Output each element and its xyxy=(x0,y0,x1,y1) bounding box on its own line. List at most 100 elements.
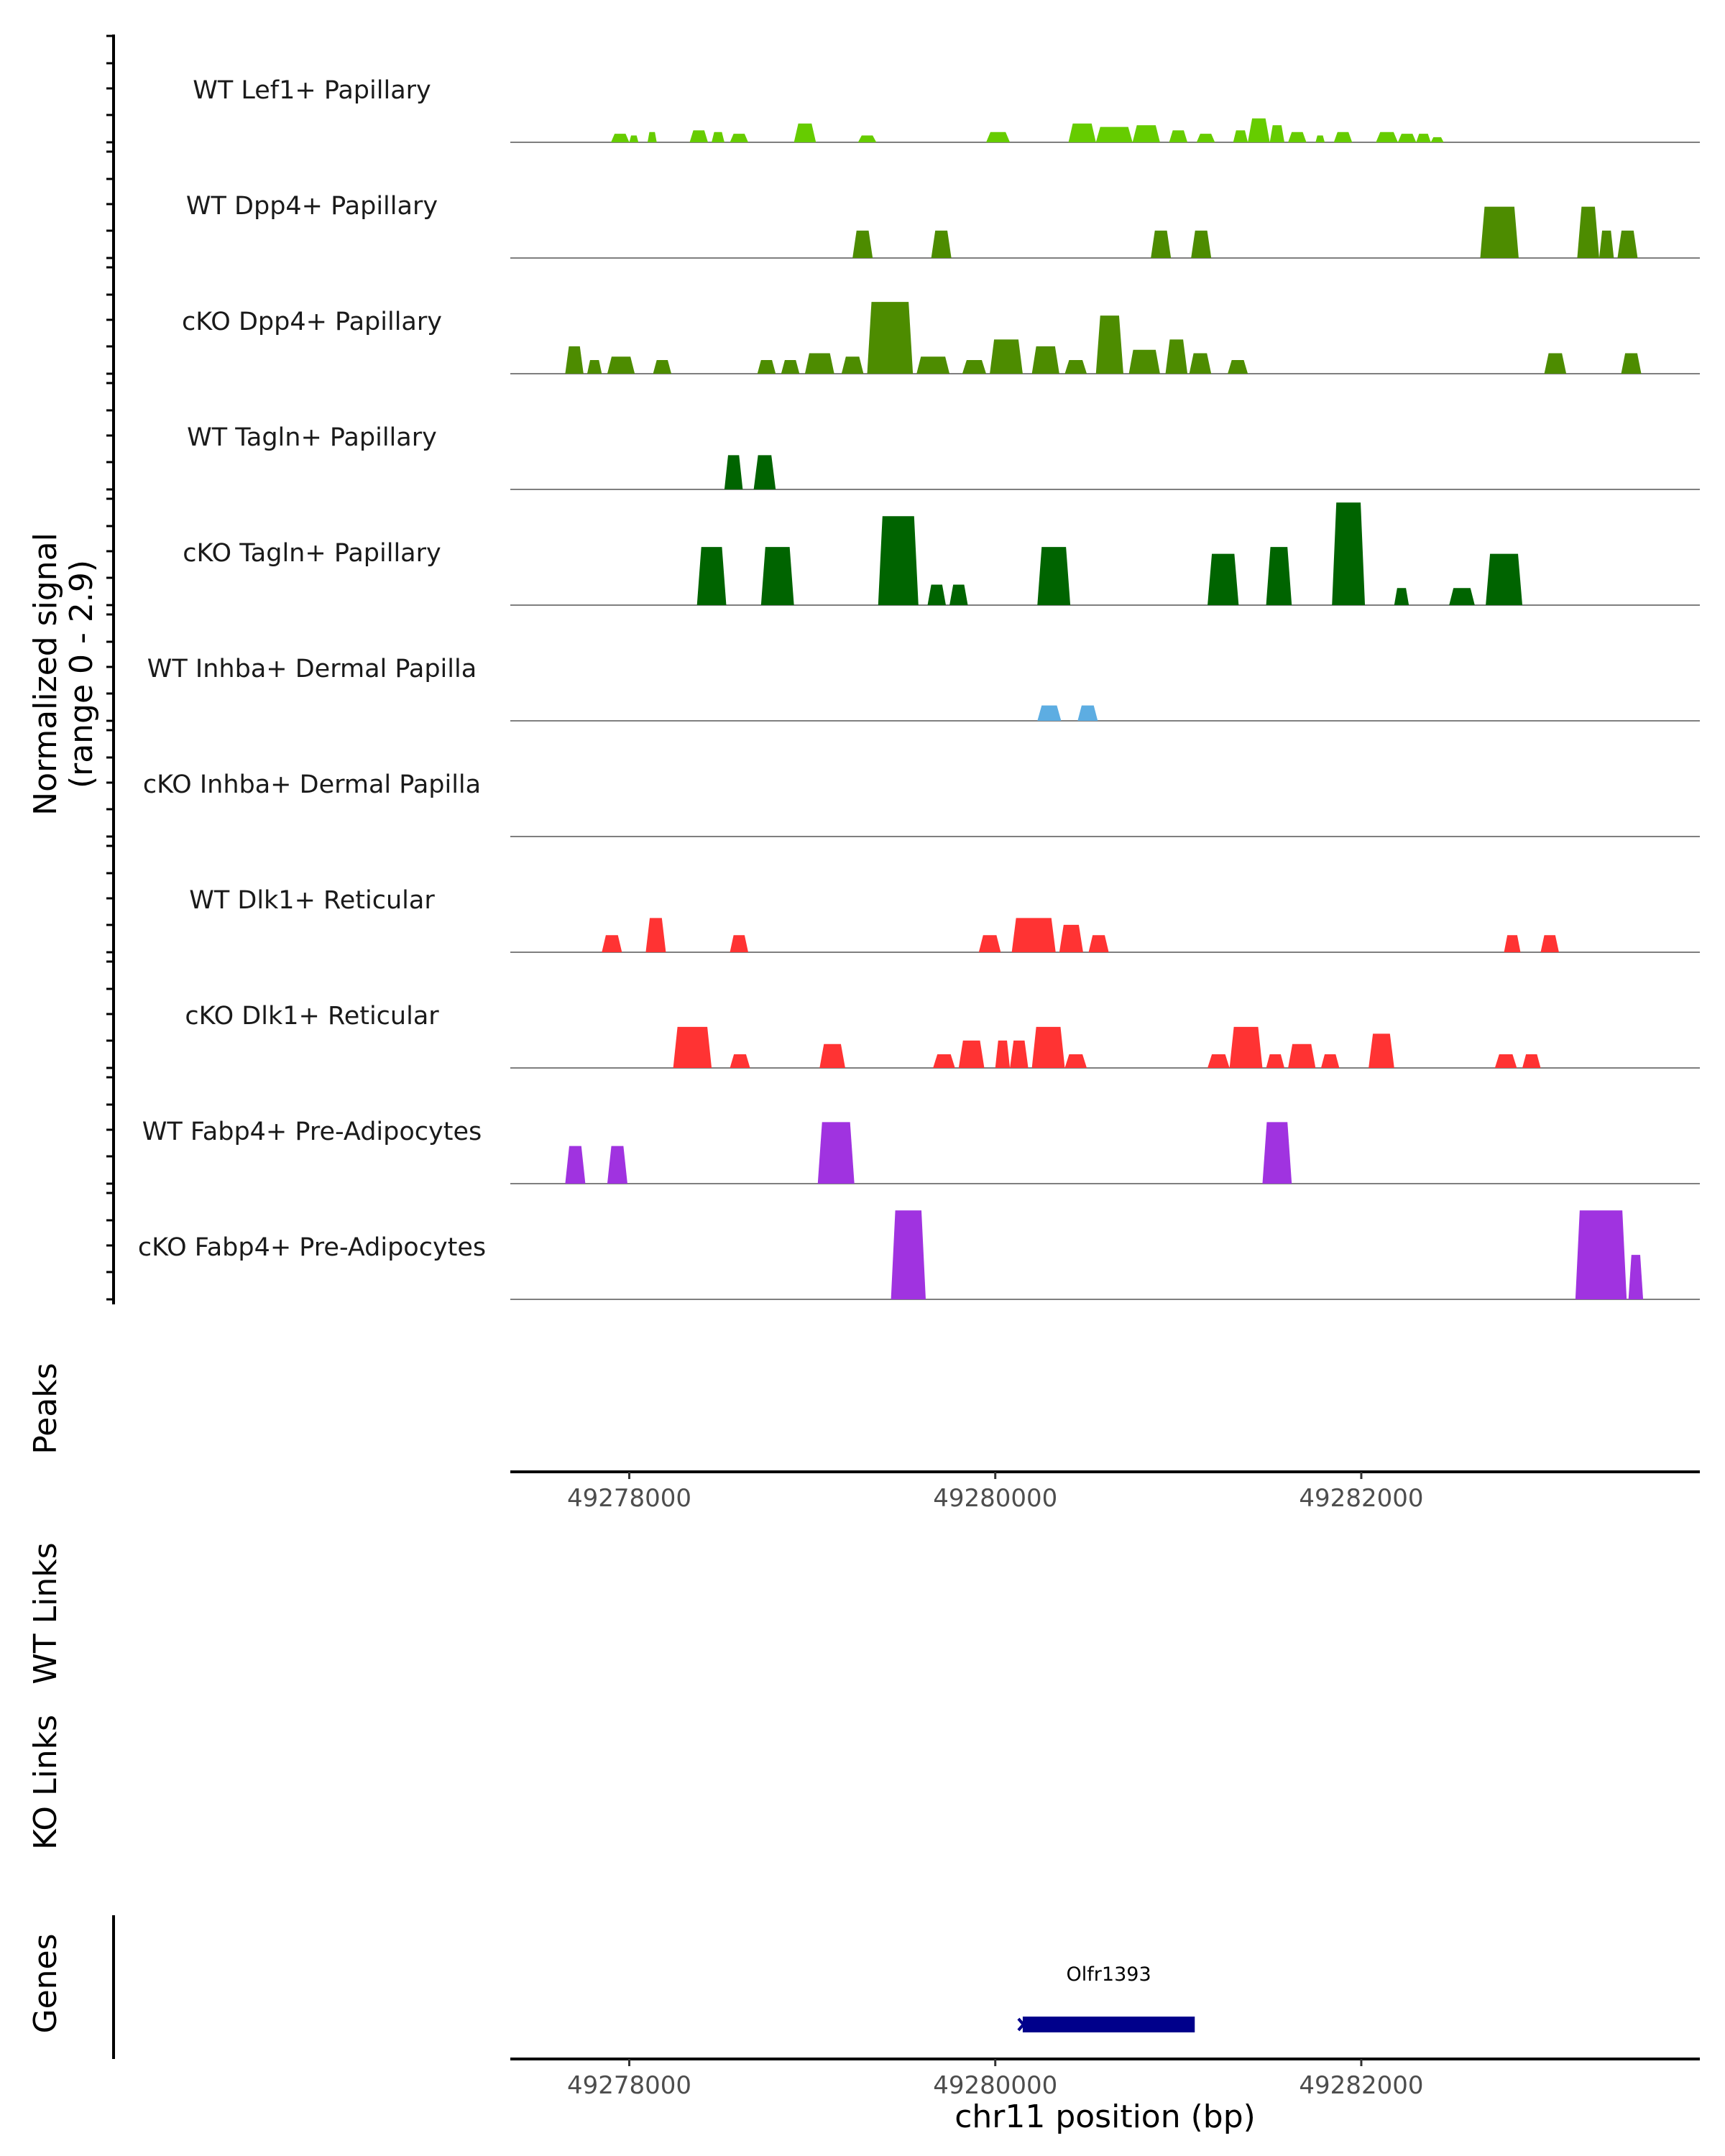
signal-peak xyxy=(1628,1255,1644,1299)
signal-peak xyxy=(891,1210,926,1299)
signal-peak xyxy=(1376,132,1398,142)
signal-peak xyxy=(986,132,1011,142)
signal-peak xyxy=(1233,130,1248,142)
signal-peak xyxy=(607,356,635,374)
signal-peak xyxy=(1480,206,1519,258)
track-label: cKO Inhba+ Dermal Papilla xyxy=(143,770,481,799)
signal-peak xyxy=(1228,359,1248,374)
signal-peak xyxy=(1368,1033,1394,1068)
signal-peak xyxy=(1430,137,1444,142)
signal-peak xyxy=(1031,346,1059,374)
signal-peak xyxy=(931,230,952,258)
signal-peak xyxy=(753,455,776,489)
y-axis-title: Normalized signal xyxy=(27,533,64,816)
panel-label: WT Links xyxy=(27,1542,64,1684)
signal-peak xyxy=(794,123,816,142)
coverage-tracks: WT Lef1+ Papillary WT Dpp4+ Papillary cKO … xyxy=(138,76,1700,1300)
signal-peak xyxy=(1088,935,1109,952)
x-axis-title: chr11 position (bp) xyxy=(954,2099,1256,2135)
signal-peak xyxy=(1494,1054,1517,1068)
signal-peak xyxy=(565,1146,586,1184)
track-1: WT Lef1+ Papillary xyxy=(193,76,1700,143)
signal-peak xyxy=(1394,588,1409,605)
signal-peak xyxy=(1196,134,1215,142)
signal-peak xyxy=(1169,130,1188,142)
signal-peak xyxy=(760,547,794,605)
signal-peak xyxy=(1575,1210,1627,1299)
gene-label: Olfr1393 xyxy=(1067,1963,1151,1986)
signal-peak xyxy=(1288,1044,1316,1068)
signal-peak xyxy=(1132,125,1160,142)
signal-peak xyxy=(757,359,776,374)
track-7: cKO Inhba+ Dermal Papilla xyxy=(143,770,1700,837)
peaks-x-tick-label: 49282000 xyxy=(1299,1484,1423,1513)
signal-peak xyxy=(607,1146,627,1184)
signal-peak xyxy=(878,516,919,605)
signal-peak xyxy=(1068,123,1096,142)
genes-x-tick-label: 49278000 xyxy=(567,2071,691,2100)
signal-peak xyxy=(1522,1054,1541,1068)
peaks-x-tick-label: 49280000 xyxy=(933,1484,1057,1513)
signal-peak xyxy=(1011,918,1056,952)
track-label: cKO Fabp4+ Pre-Adipocytes xyxy=(138,1233,486,1262)
signal-peak xyxy=(712,132,724,142)
track-label: WT Inhba+ Dermal Papilla xyxy=(147,655,477,683)
signal-peak xyxy=(1266,1054,1285,1068)
track-9: cKO Dlk1+ Reticular xyxy=(185,1002,1700,1069)
signal-peak xyxy=(1010,1040,1029,1068)
signal-peak xyxy=(1266,547,1292,605)
signal-peak xyxy=(565,346,584,374)
signal-peak xyxy=(958,1040,985,1068)
signal-peak xyxy=(1165,339,1188,374)
signal-peak xyxy=(1486,553,1523,605)
track-8: WT Dlk1+ Reticular xyxy=(189,886,1700,953)
signal-peak xyxy=(804,353,834,374)
signal-peak xyxy=(724,455,743,489)
signal-peak xyxy=(1229,1026,1263,1068)
signal-peak xyxy=(1333,132,1353,142)
signal-peak xyxy=(1208,553,1239,605)
signal-peak xyxy=(689,130,708,142)
track-label: WT Fabp4+ Pre-Adipocytes xyxy=(142,1118,482,1146)
track-3: cKO Dpp4+ Papillary xyxy=(182,302,1700,374)
track-4: WT Tagln+ Papillary xyxy=(187,423,1700,490)
signal-peak xyxy=(1449,588,1475,605)
gene-strand-marker xyxy=(1017,2017,1030,2032)
track-label: WT Tagln+ Papillary xyxy=(187,423,437,452)
track-5: cKO Tagln+ Papillary xyxy=(183,502,1700,606)
signal-peak xyxy=(1037,547,1071,605)
signal-peak xyxy=(841,356,864,374)
signal-peak xyxy=(990,339,1023,374)
track-label: WT Dlk1+ Reticular xyxy=(189,886,435,915)
y-axis-range: (range 0 - 2.9) xyxy=(63,560,100,788)
track-10: WT Fabp4+ Pre-Adipocytes xyxy=(142,1118,1700,1184)
panel-label: KO Links xyxy=(27,1715,64,1850)
signal-peak xyxy=(1288,132,1307,142)
signal-peak xyxy=(819,1044,845,1068)
signal-peak xyxy=(730,134,748,142)
signal-peak xyxy=(611,134,630,142)
signal-peak xyxy=(1544,353,1567,374)
signal-peak xyxy=(1504,935,1521,952)
signal-peak xyxy=(852,230,873,258)
track-label: cKO Dlk1+ Reticular xyxy=(185,1002,439,1031)
signal-peak xyxy=(1577,206,1599,258)
signal-peak xyxy=(857,135,877,142)
signal-peak xyxy=(1208,1054,1230,1068)
signal-peak xyxy=(1332,502,1366,605)
track-label: WT Lef1+ Papillary xyxy=(193,76,431,105)
genes-x-tick-label: 49282000 xyxy=(1299,2071,1423,2100)
signal-peak xyxy=(645,918,666,952)
signal-peak xyxy=(602,935,622,952)
track-label: cKO Tagln+ Papillary xyxy=(183,539,441,568)
signal-peak xyxy=(1037,705,1062,721)
signal-peak xyxy=(1095,126,1133,142)
track-label: WT Dpp4+ Papillary xyxy=(186,192,438,221)
signal-peak xyxy=(696,547,727,605)
signal-peak xyxy=(586,359,602,374)
signal-peak xyxy=(1269,125,1285,142)
signal-peak xyxy=(962,359,986,374)
signal-peak xyxy=(916,356,950,374)
signal-peak xyxy=(1320,1054,1340,1068)
